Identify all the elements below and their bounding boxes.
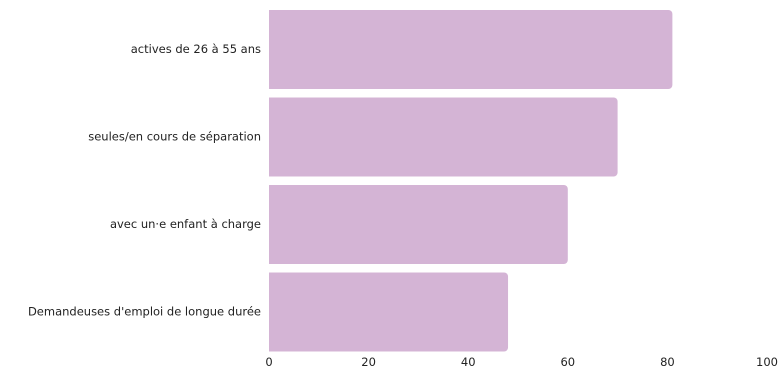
x-tick-label-60: 60	[560, 355, 575, 367]
category-label-1: actives de 26 à 55 ans	[131, 42, 261, 56]
category-label-3: avec un·e enfant à charge	[110, 217, 261, 231]
x-tick-label-80: 80	[660, 355, 675, 367]
category-label-4: Demandeuses d'emploi de longue durée	[28, 305, 261, 319]
bar-3	[269, 185, 568, 264]
bars-group	[269, 10, 673, 352]
bar-3-left-edge	[269, 185, 273, 264]
x-tick-label-0: 0	[265, 355, 272, 367]
bar-2-left-edge	[269, 97, 273, 177]
category-label-2: seules/en cours de séparation	[88, 130, 261, 144]
bar-1	[269, 10, 673, 89]
x-tick-label-100: 100	[756, 355, 778, 367]
category-labels-group: actives de 26 à 55 ans seules/en cours de…	[28, 42, 261, 319]
x-axis-ticks-group: 0 20 40 60 80 100	[265, 355, 778, 367]
bar-2	[269, 97, 618, 177]
x-tick-label-40: 40	[461, 355, 476, 367]
x-tick-label-20: 20	[361, 355, 376, 367]
bar-1-left-edge	[269, 10, 273, 89]
bar-4-left-edge	[269, 272, 273, 352]
bar-4	[269, 272, 509, 352]
